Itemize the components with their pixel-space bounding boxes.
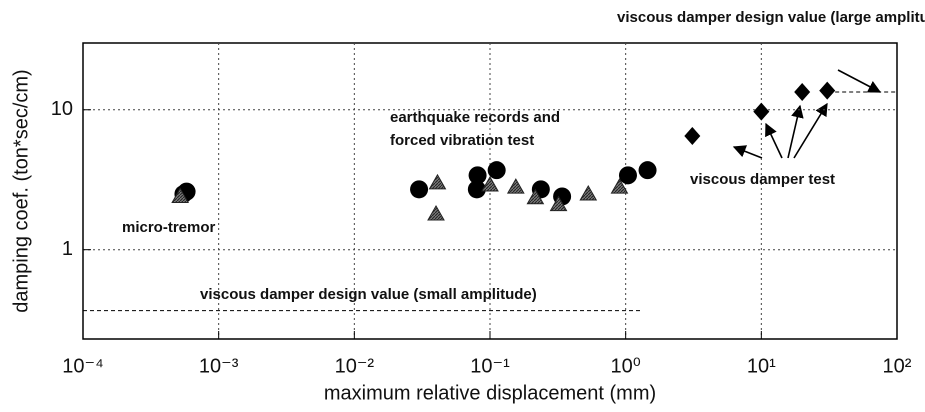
y-tick-label: 1	[62, 238, 73, 260]
annotation: micro-tremor	[122, 219, 216, 236]
diamond-point	[794, 82, 811, 101]
circle-point	[487, 161, 506, 180]
y-tick-label: 10	[51, 98, 73, 120]
triangle-point	[549, 195, 568, 212]
x-tick-label: 10¹	[747, 355, 776, 377]
annotation: viscous damper test	[690, 171, 835, 188]
x-tick-label: 10⁻¹	[470, 355, 510, 377]
diamond-point	[819, 81, 836, 100]
annotation: forced vibration test	[390, 132, 534, 149]
circle-point	[467, 180, 486, 199]
annotation: viscous damper design value (small ampli…	[200, 286, 537, 303]
x-tick-label: 10⁰	[611, 355, 641, 377]
triangle-point	[171, 187, 189, 203]
triangle-point	[428, 173, 447, 190]
triangle-point	[610, 178, 629, 194]
circle-point	[618, 166, 637, 185]
annotation: earthquake records and	[390, 109, 560, 126]
circle-point	[468, 166, 487, 185]
triangle-point	[506, 178, 525, 194]
circle-point	[410, 180, 429, 199]
triangle-point	[526, 188, 545, 205]
diamond-point	[753, 102, 770, 121]
triangle-point	[579, 184, 598, 201]
x-axis-title: maximum relative displacement (mm)	[324, 382, 656, 404]
annotation: viscous damper design value (large ampli…	[617, 9, 925, 26]
arrows	[732, 69, 882, 159]
x-tick-label: 10⁻⁴	[62, 355, 103, 377]
y-axis-title: damping coef. (ton*sec/cm)	[10, 69, 32, 312]
diamond-point	[684, 126, 701, 145]
triangle-point	[481, 175, 499, 192]
x-tick-label: 10⁻²	[335, 355, 375, 377]
circle-point	[638, 161, 657, 180]
x-tick-label: 10⁻³	[199, 355, 239, 377]
x-tick-label: 10²	[883, 355, 912, 377]
triangle-point	[427, 204, 445, 221]
